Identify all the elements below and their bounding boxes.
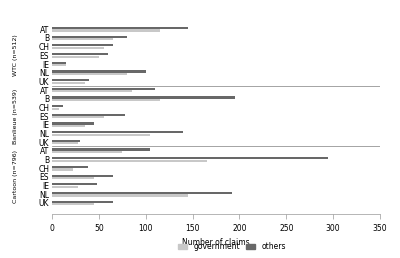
Bar (52, 90, 132, 92)
Bar (52, 116, 104, 118)
Text: Banlieue (n=539): Banlieue (n=539) (14, 88, 18, 144)
Bar (52, 27, 188, 29)
Bar (52, 140, 80, 142)
Bar (52, 142, 78, 144)
Legend: government, others: government, others (175, 239, 289, 254)
Bar (52, 38, 113, 40)
Bar (52, 105, 63, 107)
Bar (52, 186, 78, 188)
Bar (52, 70, 146, 72)
Bar (52, 183, 97, 185)
Bar (52, 174, 113, 177)
Bar (52, 108, 60, 110)
Bar (52, 200, 113, 203)
Text: Cartoon (n=796): Cartoon (n=796) (14, 150, 18, 203)
Bar (52, 157, 328, 159)
Bar (52, 73, 127, 75)
Bar (52, 194, 188, 197)
Bar (52, 99, 160, 101)
Bar (52, 177, 94, 179)
Bar (52, 62, 66, 64)
Bar (52, 203, 94, 205)
Bar (52, 64, 66, 66)
Bar (52, 148, 150, 151)
Bar (52, 160, 207, 162)
Bar (52, 125, 85, 127)
Bar (52, 47, 104, 49)
Bar (52, 44, 113, 46)
Bar (52, 96, 235, 99)
Bar (52, 88, 155, 90)
Text: WTC (n=512): WTC (n=512) (14, 35, 18, 76)
Bar (52, 168, 73, 171)
Bar (52, 79, 90, 81)
Bar (52, 114, 125, 116)
Bar (52, 53, 108, 55)
Bar (52, 82, 85, 84)
Bar (52, 36, 127, 38)
Bar (52, 123, 94, 125)
Bar (52, 29, 160, 32)
Bar (52, 151, 122, 153)
Bar (52, 55, 99, 58)
Bar (52, 166, 88, 168)
Bar (52, 134, 150, 136)
X-axis label: Number of claims: Number of claims (182, 238, 250, 247)
Bar (52, 192, 232, 194)
Bar (52, 131, 183, 133)
